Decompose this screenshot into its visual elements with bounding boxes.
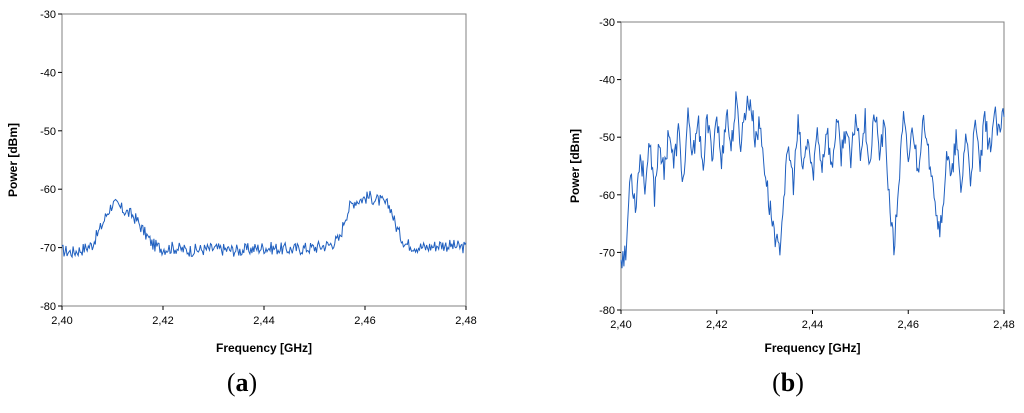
caption-a-letter: a <box>235 368 249 397</box>
y-tick-label: -60 <box>599 190 615 202</box>
chart-a: -30 -40 -50 -60 -70 -80 2,40 2,42 2,44 2,46 2,48 Fr… <box>6 9 477 355</box>
y-tick-label: -70 <box>599 247 615 259</box>
x-tick-label: 2,42 <box>706 319 727 331</box>
x-tick-label: 2,48 <box>455 315 476 327</box>
y-tick-label: -40 <box>40 67 56 79</box>
y-tick-label: -60 <box>40 184 56 196</box>
x-tick-label: 2,40 <box>51 315 72 327</box>
x-tick-label: 2,44 <box>802 319 823 331</box>
y-axis-title: Power [dBm] <box>6 123 20 197</box>
caption-b-letter: b <box>780 368 796 397</box>
series-line <box>61 190 467 259</box>
chart-b: -30 -40 -50 -60 -70 -80 2,40 2,42 2,44 2,46 2,48 Fr… <box>568 17 1015 355</box>
caption-b: (b) <box>772 368 804 397</box>
y-tick-label: -30 <box>40 9 56 21</box>
x-axis-title: Frequency [GHz] <box>764 341 860 355</box>
y-tick-label: -80 <box>40 301 56 313</box>
x-tick-label: 2,48 <box>993 319 1014 331</box>
plot-frame <box>61 13 467 307</box>
x-tick-label: 2,46 <box>354 315 375 327</box>
y-tick-label: -80 <box>599 305 615 317</box>
x-axis-title: Frequency [GHz] <box>216 341 312 355</box>
y-tick-label: -70 <box>40 243 56 255</box>
y-tick-label: -50 <box>40 126 56 138</box>
series-line <box>620 91 1005 269</box>
y-tick-label: -30 <box>599 17 615 29</box>
x-tick-label: 2,42 <box>152 315 173 327</box>
x-tick-label: 2,46 <box>898 319 919 331</box>
x-tick-label: 2,40 <box>610 319 631 331</box>
caption-a: (a) <box>226 368 258 397</box>
x-tick-label: 2,44 <box>253 315 274 327</box>
y-tick-label: -40 <box>599 75 615 87</box>
y-axis-title: Power [dBm] <box>568 129 582 203</box>
y-tick-label: -50 <box>599 132 615 144</box>
